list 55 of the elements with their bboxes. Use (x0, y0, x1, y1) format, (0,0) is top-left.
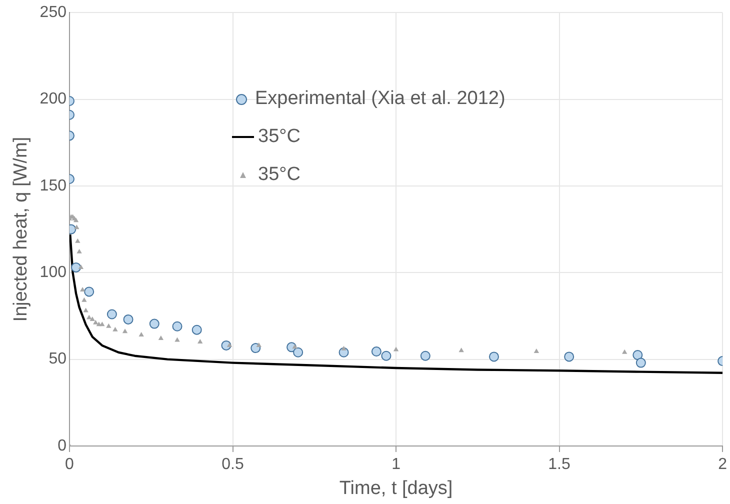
point (172, 321, 182, 332)
y-tick-label: 50 (48, 350, 67, 368)
x-axis-title: Time, t [days] (339, 478, 453, 499)
point (420, 350, 430, 361)
x-tick-label: 1 (392, 456, 401, 474)
point (112, 326, 118, 332)
point (632, 350, 643, 360)
point (564, 352, 574, 362)
x-tick-label: 1.5 (548, 456, 571, 474)
point (106, 323, 112, 328)
point (292, 344, 298, 349)
point (174, 337, 180, 342)
point (90, 316, 95, 321)
y-tick-label: 150 (40, 177, 67, 194)
point (82, 297, 87, 302)
point (192, 324, 202, 335)
point (393, 346, 399, 352)
y-tick-label: 100 (40, 264, 67, 282)
point (122, 328, 128, 334)
point (71, 262, 82, 272)
y-tick-label: 250 (40, 4, 67, 22)
point (78, 264, 84, 269)
point (622, 349, 628, 354)
point (80, 286, 86, 292)
point (293, 347, 304, 358)
y-tick-label: 0 (58, 437, 67, 454)
y-axis-title: Injected heat, q [W/m] (10, 136, 32, 322)
point (74, 224, 80, 230)
point (341, 346, 346, 350)
point (93, 320, 98, 324)
x-tick-label: 0.5 (222, 456, 244, 474)
legend-label: Experimental (Xia et al. 2012) (255, 88, 506, 110)
legend-label: 35°C (258, 126, 300, 148)
point (636, 358, 646, 368)
legend-label: 35°C (258, 164, 300, 186)
x-tick-label: 2 (718, 456, 728, 474)
point (84, 286, 94, 297)
point (83, 308, 88, 312)
point (226, 342, 232, 347)
point (158, 336, 164, 340)
point (371, 346, 382, 357)
point (100, 322, 105, 326)
y-tick-label: 200 (40, 90, 67, 108)
point (149, 318, 160, 329)
point (198, 338, 203, 344)
point (381, 350, 392, 361)
point (534, 348, 540, 354)
point (106, 309, 117, 320)
point (138, 332, 144, 337)
point (488, 352, 499, 362)
point (123, 314, 134, 324)
point (458, 348, 464, 352)
point (256, 342, 262, 347)
point (76, 248, 82, 254)
point (75, 238, 80, 243)
